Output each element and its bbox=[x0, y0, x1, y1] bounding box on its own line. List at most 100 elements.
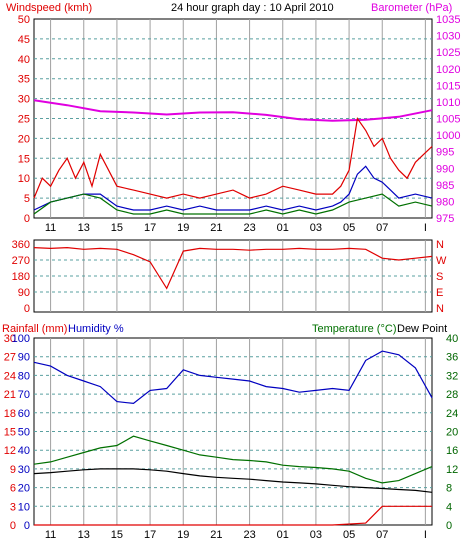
temp-x-tick-label: 05 bbox=[343, 529, 355, 541]
temp-x-tick-label: 21 bbox=[210, 529, 222, 541]
baro-tick-label: 1015 bbox=[436, 80, 460, 92]
windspeed-label: Windspeed (kmh) bbox=[6, 2, 92, 14]
wind-tick-label: 10 bbox=[18, 173, 30, 185]
wind-tick-label: 20 bbox=[18, 133, 30, 145]
dir-tick-label: 0 bbox=[24, 303, 30, 315]
series-wind-direction bbox=[33, 246, 433, 290]
baro-tick-label: 1035 bbox=[436, 14, 460, 26]
rain-tick-label: 27 bbox=[4, 352, 16, 364]
temp-x-tick-label: 19 bbox=[177, 529, 189, 541]
wind-tick-label: 0 bbox=[24, 213, 30, 225]
rain-tick-label: 0 bbox=[10, 520, 16, 532]
wind-tick-label: 5 bbox=[24, 193, 30, 205]
chart-title: 24 hour graph day : 10 April 2010 bbox=[171, 2, 334, 14]
wind-tick-label: 40 bbox=[18, 54, 30, 66]
series-average bbox=[33, 165, 433, 211]
wind-x-tick-label: 05 bbox=[343, 222, 355, 234]
baro-tick-label: 980 bbox=[436, 196, 454, 208]
temp-x-tick-label: 13 bbox=[78, 529, 90, 541]
rain-tick-label: 3 bbox=[10, 501, 16, 513]
hum-tick-label: 70 bbox=[18, 389, 30, 401]
rain-tick-label: 6 bbox=[10, 483, 16, 495]
wind-x-tick-label: 07 bbox=[376, 222, 388, 234]
temp-tick-label: 40 bbox=[446, 333, 458, 345]
temp-x-tick-label: I bbox=[424, 529, 427, 541]
baro-tick-label: 985 bbox=[436, 180, 454, 192]
hum-tick-label: 40 bbox=[18, 445, 30, 457]
temperature-label: Temperature (°C) bbox=[312, 323, 396, 335]
rain-tick-label: 24 bbox=[4, 370, 16, 382]
rain-tick-label: 15 bbox=[4, 427, 16, 439]
wind-x-tick-label: 21 bbox=[210, 222, 222, 234]
hum-tick-label: 90 bbox=[18, 352, 30, 364]
dewpoint-label: Dew Point bbox=[397, 323, 447, 335]
baro-tick-label: 1020 bbox=[436, 64, 460, 76]
temp-tick-label: 24 bbox=[446, 408, 458, 420]
dir-tick-label: 270 bbox=[12, 255, 30, 267]
dir-compass-label: N bbox=[436, 303, 444, 315]
baro-tick-label: 990 bbox=[436, 163, 454, 175]
series-rainfall bbox=[34, 505, 432, 526]
baro-tick-label: 975 bbox=[436, 213, 454, 225]
temp-x-tick-label: 11 bbox=[45, 529, 56, 541]
hum-tick-label: 10 bbox=[18, 501, 30, 513]
temp-tick-label: 0 bbox=[446, 520, 452, 532]
wind-x-tick-label: I bbox=[424, 222, 427, 234]
dir-tick-label: 180 bbox=[12, 271, 30, 283]
temp-tick-label: 4 bbox=[446, 501, 452, 513]
hum-tick-label: 0 bbox=[24, 520, 30, 532]
wind-x-tick-label: 23 bbox=[243, 222, 255, 234]
series-humidity bbox=[33, 350, 433, 405]
temp-tick-label: 20 bbox=[446, 427, 458, 439]
hum-tick-label: 20 bbox=[18, 483, 30, 495]
series-barometer bbox=[33, 99, 433, 122]
wind-tick-label: 15 bbox=[18, 153, 30, 165]
baro-tick-label: 1025 bbox=[436, 47, 460, 59]
hum-tick-label: 50 bbox=[18, 427, 30, 439]
wind-x-tick-label: 17 bbox=[144, 222, 156, 234]
temp-x-tick-label: 07 bbox=[376, 529, 388, 541]
dir-compass-label: N bbox=[436, 239, 444, 251]
baro-tick-label: 1005 bbox=[436, 114, 460, 126]
temp-x-tick-label: 17 bbox=[144, 529, 156, 541]
series-temperature bbox=[33, 435, 433, 484]
wind-tick-label: 50 bbox=[18, 14, 30, 26]
wind-tick-label: 45 bbox=[18, 34, 30, 46]
hum-tick-label: 30 bbox=[18, 464, 30, 476]
barometer-label: Barometer (hPa) bbox=[371, 2, 452, 14]
wind-x-tick-label: 11 bbox=[45, 222, 56, 234]
temp-tick-label: 8 bbox=[446, 483, 452, 495]
rainfall-label: Rainfall (mm) bbox=[2, 323, 67, 335]
dir-compass-label: S bbox=[436, 271, 443, 283]
temp-x-tick-label: 15 bbox=[111, 529, 123, 541]
temp-tick-label: 28 bbox=[446, 389, 458, 401]
wind-x-tick-label: 13 bbox=[78, 222, 90, 234]
rain-tick-label: 12 bbox=[4, 445, 16, 457]
hum-tick-label: 60 bbox=[18, 408, 30, 420]
dir-compass-label: W bbox=[436, 255, 447, 267]
baro-tick-label: 1000 bbox=[436, 130, 460, 142]
temp-tick-label: 36 bbox=[446, 352, 458, 364]
temp-x-tick-label: 03 bbox=[310, 529, 322, 541]
series-gust bbox=[33, 116, 433, 199]
dir-compass-label: E bbox=[436, 287, 443, 299]
wind-x-tick-label: 15 bbox=[111, 222, 123, 234]
baro-tick-label: 1010 bbox=[436, 97, 460, 109]
series-dew-point bbox=[33, 468, 433, 493]
hum-tick-label: 80 bbox=[18, 370, 30, 382]
wind-tick-label: 35 bbox=[18, 74, 30, 86]
baro-tick-label: 1030 bbox=[436, 31, 460, 43]
baro-tick-label: 995 bbox=[436, 147, 454, 159]
wind-x-tick-label: 19 bbox=[177, 222, 189, 234]
wind-tick-label: 25 bbox=[18, 114, 30, 126]
rain-tick-label: 18 bbox=[4, 408, 16, 420]
rain-tick-label: 9 bbox=[10, 464, 16, 476]
series-direction-fill bbox=[33, 193, 433, 215]
temp-tick-label: 12 bbox=[446, 464, 458, 476]
rain-tick-label: 30 bbox=[4, 333, 16, 345]
dir-tick-label: 90 bbox=[18, 287, 30, 299]
hum-tick-label: 100 bbox=[12, 333, 30, 345]
dir-tick-label: 360 bbox=[12, 239, 30, 251]
